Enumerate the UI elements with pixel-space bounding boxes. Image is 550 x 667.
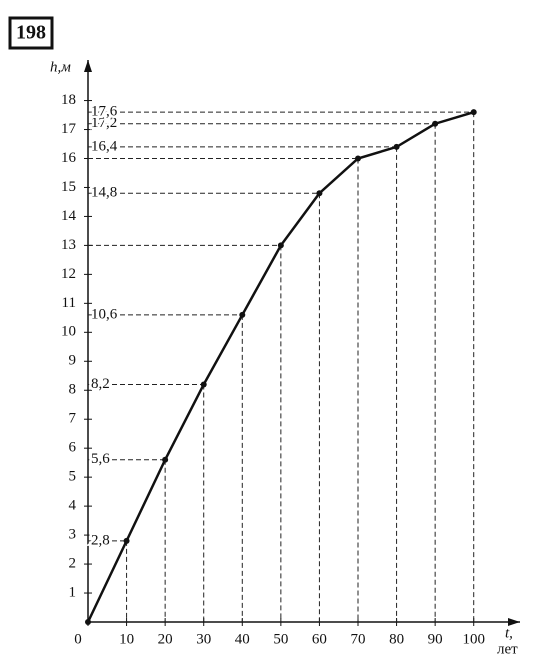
y-tick-label: 13 [61,237,76,253]
y-tick-label: 18 [61,92,76,108]
data-point [316,190,323,197]
value-label: 14,8 [91,185,117,201]
x-tick-label: 50 [273,631,288,647]
data-point [239,311,246,318]
y-tick-label: 4 [69,498,77,514]
y-axis-label: h,м [50,59,71,75]
y-tick-label: 5 [69,469,77,485]
x-tick-label: 10 [119,631,134,647]
x-tick-label: 100 [462,631,485,647]
badge: 198 [16,22,46,44]
y-tick-label: 1 [69,584,77,600]
data-point [277,242,284,249]
value-label: 5,6 [91,451,110,467]
x-tick-label: 90 [428,631,443,647]
x-axis-unit: лет [497,641,518,657]
data-point [200,381,207,388]
value-label: 10,6 [91,306,118,322]
value-label: 2,8 [91,532,110,548]
x-tick-label: 40 [235,631,250,647]
data-point [123,537,130,544]
data-point [470,109,477,116]
x-tick-label: 80 [389,631,404,647]
origin-label: 0 [74,631,82,647]
x-tick-label: 30 [196,631,211,647]
y-tick-label: 10 [61,324,76,340]
x-arrow [508,618,520,626]
y-arrow [84,60,92,72]
y-tick-label: 15 [61,179,76,195]
data-point [355,155,361,162]
y-tick-label: 11 [62,295,76,311]
badge-box [8,16,54,50]
y-tick-label: 8 [69,382,77,398]
data-point [85,619,91,625]
y-tick-label: 9 [69,353,77,369]
x-tick-label: 60 [312,631,327,647]
value-label: 8,2 [91,376,110,392]
y-tick-label: 3 [69,527,77,543]
y-tick-label: 6 [69,440,77,456]
x-axis-label: t, [505,625,513,641]
y-tick-label: 7 [69,411,77,427]
y-tick-label: 16 [61,150,77,166]
value-label: 17,6 [91,104,118,120]
y-tick-label: 17 [61,121,77,137]
y-tick-label: 12 [61,266,76,282]
value-label: 16,4 [91,138,118,154]
data-point [393,143,400,150]
y-tick-label: 2 [69,555,77,571]
x-tick-label: 20 [158,631,173,647]
data-point [432,120,439,127]
value-label: 17,2 [91,115,117,131]
y-tick-label: 14 [61,208,77,224]
data-point [162,456,169,463]
x-tick-label: 70 [351,631,366,647]
